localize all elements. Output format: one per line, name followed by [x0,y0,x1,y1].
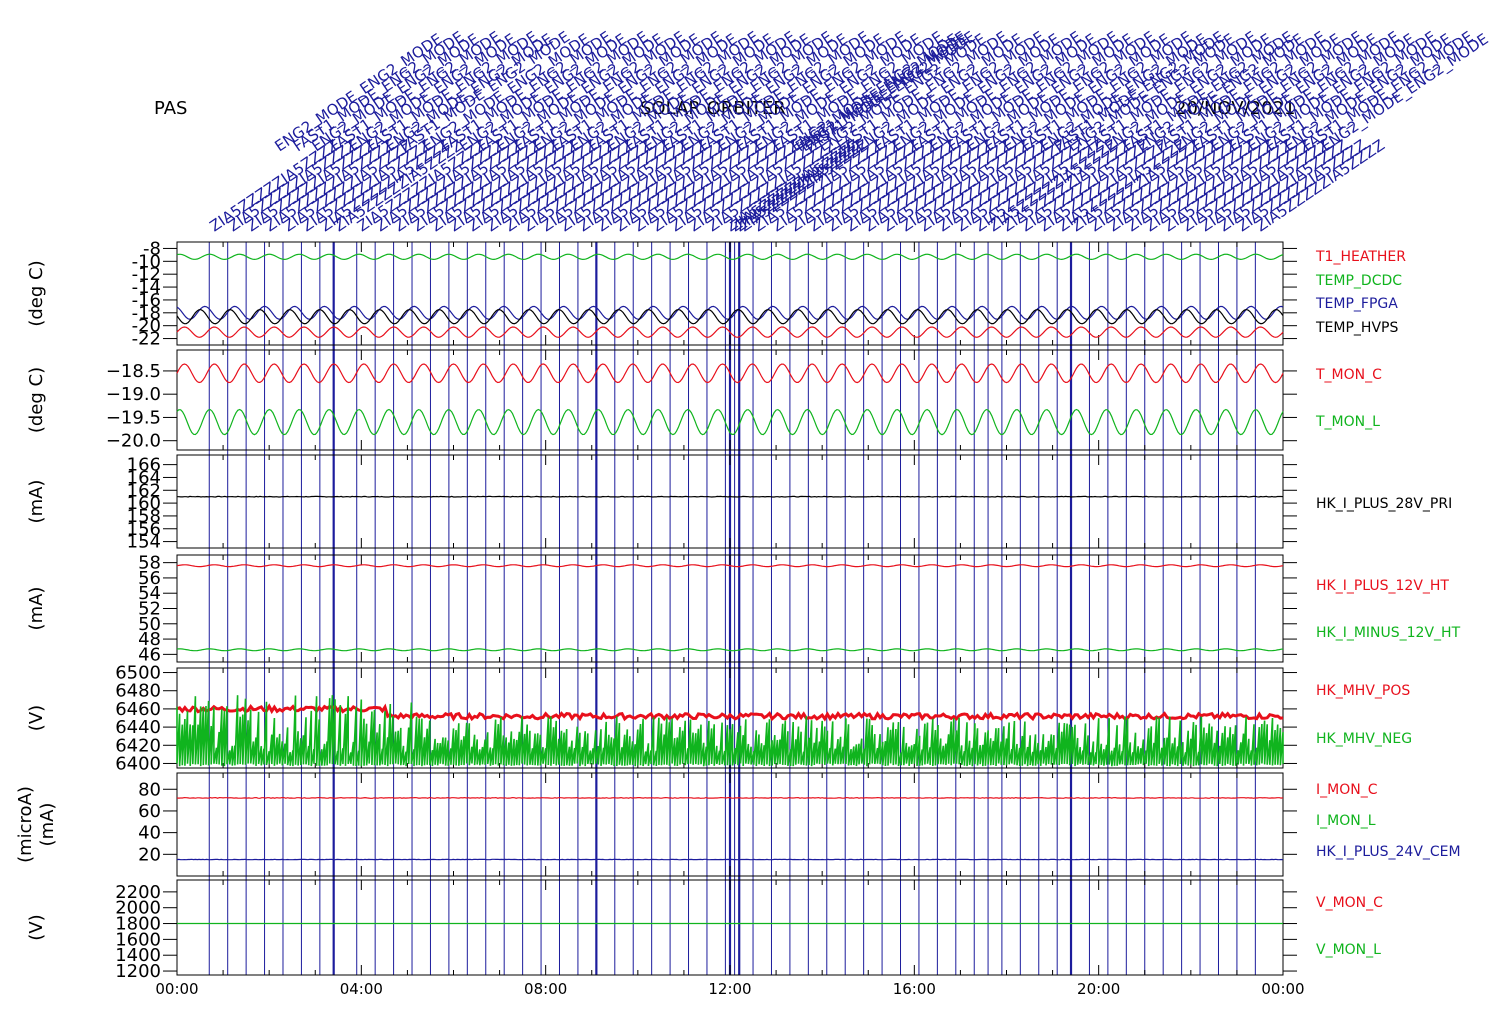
y-tick-label: 1400 [115,945,161,966]
x-tick-label: 00:00 [155,980,198,998]
y-tick-label: 50 [138,614,161,635]
series-label: V_MON_L [1316,942,1381,958]
y-tick-label: −19.0 [106,384,161,405]
y-tick-label: -8 [143,238,161,259]
y-tick-label: 166 [127,455,161,476]
series-label: TEMP_HVPS [1315,320,1398,336]
y-tick-label: 162 [127,480,161,501]
series-line [176,695,1284,767]
y-axis-label: (mA) [26,587,47,631]
x-tick-label: 12:00 [708,980,751,998]
y-tick-label: −19.5 [106,407,161,428]
y-tick-label: -18 [132,303,161,324]
series-label: TEMP_DCDC [1315,273,1402,289]
y-tick-label: -12 [132,264,161,285]
series-label: HK_MHV_POS [1316,683,1410,699]
x-axis: 00:00 04:00 08:00 12:00 16:00 20:00 00:00 [155,980,1304,998]
y-axis-label: (mA) [37,803,58,847]
y-tick-label: 58 [138,553,161,574]
y-tick-label: 46 [138,644,161,665]
series-line [177,495,1284,498]
series-label: T_MON_C [1315,367,1382,383]
panel-2: −18.5−19.0−19.5 −20.0 (deg C) T_MON_C T_MON_… [26,349,1382,452]
series-line [176,648,1284,652]
y-tick-label: 52 [138,599,161,620]
y-axis-label: (V) [26,914,47,940]
y-tick-label: -22 [132,329,161,350]
y-tick-label: 54 [138,583,161,604]
series-line [176,796,1284,799]
y-tick-label: 40 [138,823,161,844]
y-tick-label: 56 [138,568,161,589]
series-line [176,253,1284,261]
y-tick-label: 158 [127,506,161,527]
event-marker-lines [208,242,1256,975]
x-tick-label: 04:00 [340,980,383,998]
series-line [176,363,1284,384]
y-tick-label: -14 [132,277,161,298]
series-line [176,408,1284,436]
mission-label: SOLAR ORBITER [640,98,786,119]
y-tick-label: 156 [127,519,161,540]
y-tick-label: −20.0 [106,431,161,452]
series-label: I_MON_L [1316,813,1376,829]
y-axis-label: (deg C) [26,367,47,433]
y-tick-label: 1600 [115,929,161,950]
x-tick-label: 20:00 [1077,980,1120,998]
chart-panels: -8-10-12-14-16-18-20-22 (deg C) T1_HEATHER… [15,238,1461,982]
panel-1: -8-10-12-14-16-18-20-22 (deg C) T1_HEATHER… [26,238,1406,349]
y-tick-label: 6500 [115,663,161,684]
y-tick-label: 20 [138,844,161,865]
y-tick-label: 6440 [115,717,161,738]
series-label: V_MON_C [1316,895,1383,911]
x-tick-label: 16:00 [893,980,936,998]
y-tick-label: 160 [127,493,161,514]
y-axis-label: (mA) [26,480,47,524]
x-tick-label: 08:00 [524,980,567,998]
series-label: HK_I_MINUS_12V_HT [1316,625,1461,641]
series-line [176,858,1284,861]
series-label: HK_I_PLUS_12V_HT [1316,578,1449,594]
y-tick-label: -10 [132,251,161,272]
series-label: HK_I_PLUS_28V_PRI [1316,496,1452,512]
instrument-label: PAS [154,98,188,119]
series-label: TEMP_FPGA [1315,296,1398,312]
y-tick-label: 2200 [115,882,161,903]
date-label: 20/NOV/2021 [1175,98,1296,119]
series-line [176,308,1284,325]
y-axis-label: (V) [26,705,47,731]
x-tick-label: 00:00 [1261,980,1304,998]
series-label: T1_HEATHER [1315,249,1406,265]
y-axis-label: (deg C) [26,260,47,326]
y-axis-label: (microA) [15,786,36,863]
series-label: HK_I_PLUS_24V_CEM [1316,844,1461,860]
y-tick-label: 2000 [115,898,161,919]
series-line [176,326,1284,338]
y-tick-label: 80 [138,779,161,800]
y-tick-label: 6400 [115,753,161,774]
y-tick-label: 6480 [115,681,161,702]
y-tick-label: -20 [132,316,161,337]
y-tick-label: 60 [138,801,161,822]
y-tick-label: −18.5 [106,361,161,382]
y-tick-label: 1200 [115,961,161,982]
event-annotation-labels: ZIA5ZZZZZIA5ZZZZENG2_MODE_ENG2_MODEZIA5Z… [206,28,1492,236]
y-tick-label: 154 [127,532,161,553]
y-tick-label: 1800 [115,914,161,935]
series-label: T_MON_L [1315,414,1380,430]
y-tick-label: 6420 [115,735,161,756]
series-line [176,564,1284,568]
y-tick-label: 6460 [115,699,161,720]
y-tick-label: 48 [138,629,161,650]
series-label: I_MON_C [1316,782,1378,798]
series-label: HK_MHV_NEG [1316,731,1412,747]
y-tick-label: 164 [127,467,161,488]
y-tick-label: -16 [132,290,161,311]
